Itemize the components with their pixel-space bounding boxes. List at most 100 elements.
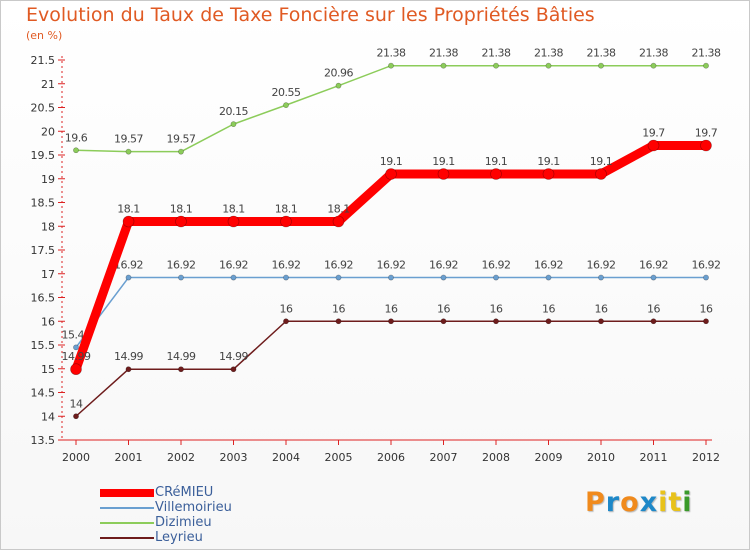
data-label-dizimieu: 21.38 [639, 47, 668, 60]
data-label-villemoirieu: 16.92 [692, 259, 721, 272]
legend-label: Dizimieu [155, 515, 212, 530]
data-point-leyrieu [178, 366, 184, 373]
data-point-villemoirieu [230, 274, 237, 281]
logo-letter: t [668, 487, 683, 518]
data-label-dizimieu: 21.38 [587, 47, 616, 60]
plot-area: 19.6 19.57 19.57 20.15 20.55 20.96 21.38 21.38 2… [62, 47, 721, 420]
data-point-dizimieu [178, 148, 184, 155]
proxiti-logo: Proxiti [585, 487, 693, 518]
data-point-villemoirieu [178, 274, 184, 281]
data-point-leyrieu [650, 318, 657, 325]
data-point-leyrieu [230, 366, 237, 373]
chart-subtitle: (en %) [26, 29, 63, 42]
legend-label: Leyrieu [155, 530, 203, 545]
y-tick-label: 18 [41, 220, 55, 233]
data-point-dizimieu [125, 148, 132, 155]
series-cr-mieu: 14.99 18.1 18.1 18.1 18.1 18.1 19.1 19.1 19.1 19.… [62, 127, 718, 376]
data-point-villemoirieu [283, 274, 289, 281]
data-point-cr-mieu [122, 215, 135, 228]
y-tick-label: 17.5 [31, 244, 56, 257]
y-tick-label: 19.5 [31, 149, 56, 162]
data-point-villemoirieu [493, 274, 499, 281]
logo-letter: i [658, 487, 669, 518]
data-point-cr-mieu [332, 215, 345, 228]
data-label-cr-mieu: 18.1 [117, 203, 140, 216]
data-label-cr-mieu: 18.1 [327, 203, 350, 216]
y-tick-label: 16 [41, 315, 55, 328]
data-label-dizimieu: 21.38 [534, 47, 563, 60]
data-label-villemoirieu: 16.92 [114, 259, 143, 272]
x-tick-label: 2006 [377, 451, 405, 464]
data-point-villemoirieu [545, 274, 552, 281]
data-point-leyrieu [73, 413, 79, 420]
data-point-villemoirieu [73, 344, 79, 351]
data-point-cr-mieu [490, 168, 502, 180]
data-point-cr-mieu [280, 215, 292, 228]
data-label-villemoirieu: 16.92 [587, 259, 616, 272]
y-tick-label: 14.5 [31, 387, 56, 400]
data-point-villemoirieu [440, 274, 447, 281]
data-label-dizimieu: 21.38 [429, 47, 458, 60]
data-label-leyrieu: 14.99 [167, 350, 196, 363]
data-label-leyrieu: 14.99 [114, 350, 143, 363]
data-point-cr-mieu [227, 215, 240, 228]
data-point-cr-mieu [175, 215, 187, 228]
data-point-leyrieu [440, 318, 447, 325]
data-label-villemoirieu: 16.92 [429, 259, 458, 272]
data-label-cr-mieu: 19.1 [590, 155, 613, 168]
data-point-dizimieu [230, 121, 237, 128]
data-point-villemoirieu [388, 274, 394, 281]
data-point-cr-mieu [542, 168, 555, 180]
data-label-leyrieu: 16 [490, 302, 503, 315]
data-label-villemoirieu: 16.92 [272, 259, 301, 272]
x-tick-label: 2000 [62, 451, 90, 464]
y-tick-label: 16.5 [31, 292, 56, 305]
data-point-leyrieu [388, 318, 394, 325]
logo-letter: x [639, 487, 659, 518]
data-point-dizimieu [440, 62, 447, 69]
legend-swatch [100, 507, 154, 509]
data-label-leyrieu: 14.99 [219, 350, 248, 363]
series-leyrieu: 14 14.99 14.99 14.99 16 16 16 16 16 16 16 16 16 [70, 302, 713, 420]
data-point-leyrieu [283, 318, 289, 325]
data-point-leyrieu [335, 318, 342, 325]
data-point-villemoirieu [703, 274, 709, 281]
chart-axes: 13.5 14 14.5 15 15.5 16 16.5 17 17.5 18 18.5 19 19.5… [31, 54, 721, 464]
data-label-dizimieu: 19.6 [65, 131, 88, 144]
y-tick-label: 18.5 [31, 197, 56, 210]
data-label-leyrieu: 16 [647, 302, 660, 315]
legend-swatch [100, 537, 154, 539]
data-point-dizimieu [493, 62, 499, 69]
data-label-villemoirieu: 16.92 [377, 259, 406, 272]
data-label-leyrieu: 16 [595, 302, 608, 315]
logo-letter: o [620, 487, 640, 518]
data-point-dizimieu [283, 102, 289, 109]
data-point-leyrieu [493, 318, 499, 325]
data-label-leyrieu: 16 [385, 302, 398, 315]
data-point-cr-mieu [70, 363, 82, 376]
x-tick-label: 2007 [430, 451, 458, 464]
data-label-cr-mieu: 18.1 [275, 203, 298, 216]
x-tick-label: 2002 [167, 451, 195, 464]
y-tick-label: 15 [41, 363, 55, 376]
y-tick-label: 21 [41, 78, 55, 91]
data-label-cr-mieu: 19.7 [642, 127, 665, 140]
y-tick-label: 14 [41, 410, 55, 423]
x-tick-label: 2012 [692, 451, 720, 464]
data-label-leyrieu: 14 [70, 397, 83, 410]
series-line-leyrieu [75, 320, 707, 417]
data-point-cr-mieu [647, 139, 660, 152]
data-label-leyrieu: 16 [542, 302, 555, 315]
data-point-cr-mieu [437, 168, 450, 180]
x-tick-label: 2005 [325, 451, 353, 464]
chart-title: Evolution du Taux de Taxe Foncière sur l… [26, 4, 595, 26]
data-label-dizimieu: 20.96 [324, 67, 353, 80]
data-label-villemoirieu: 16.92 [639, 259, 668, 272]
data-point-leyrieu [598, 318, 604, 325]
x-tick-label: 2009 [535, 451, 563, 464]
data-label-cr-mieu: 19.1 [537, 155, 560, 168]
logo-letter: r [605, 487, 621, 518]
x-tick-label: 2004 [272, 451, 300, 464]
data-label-leyrieu: 16 [700, 302, 713, 315]
